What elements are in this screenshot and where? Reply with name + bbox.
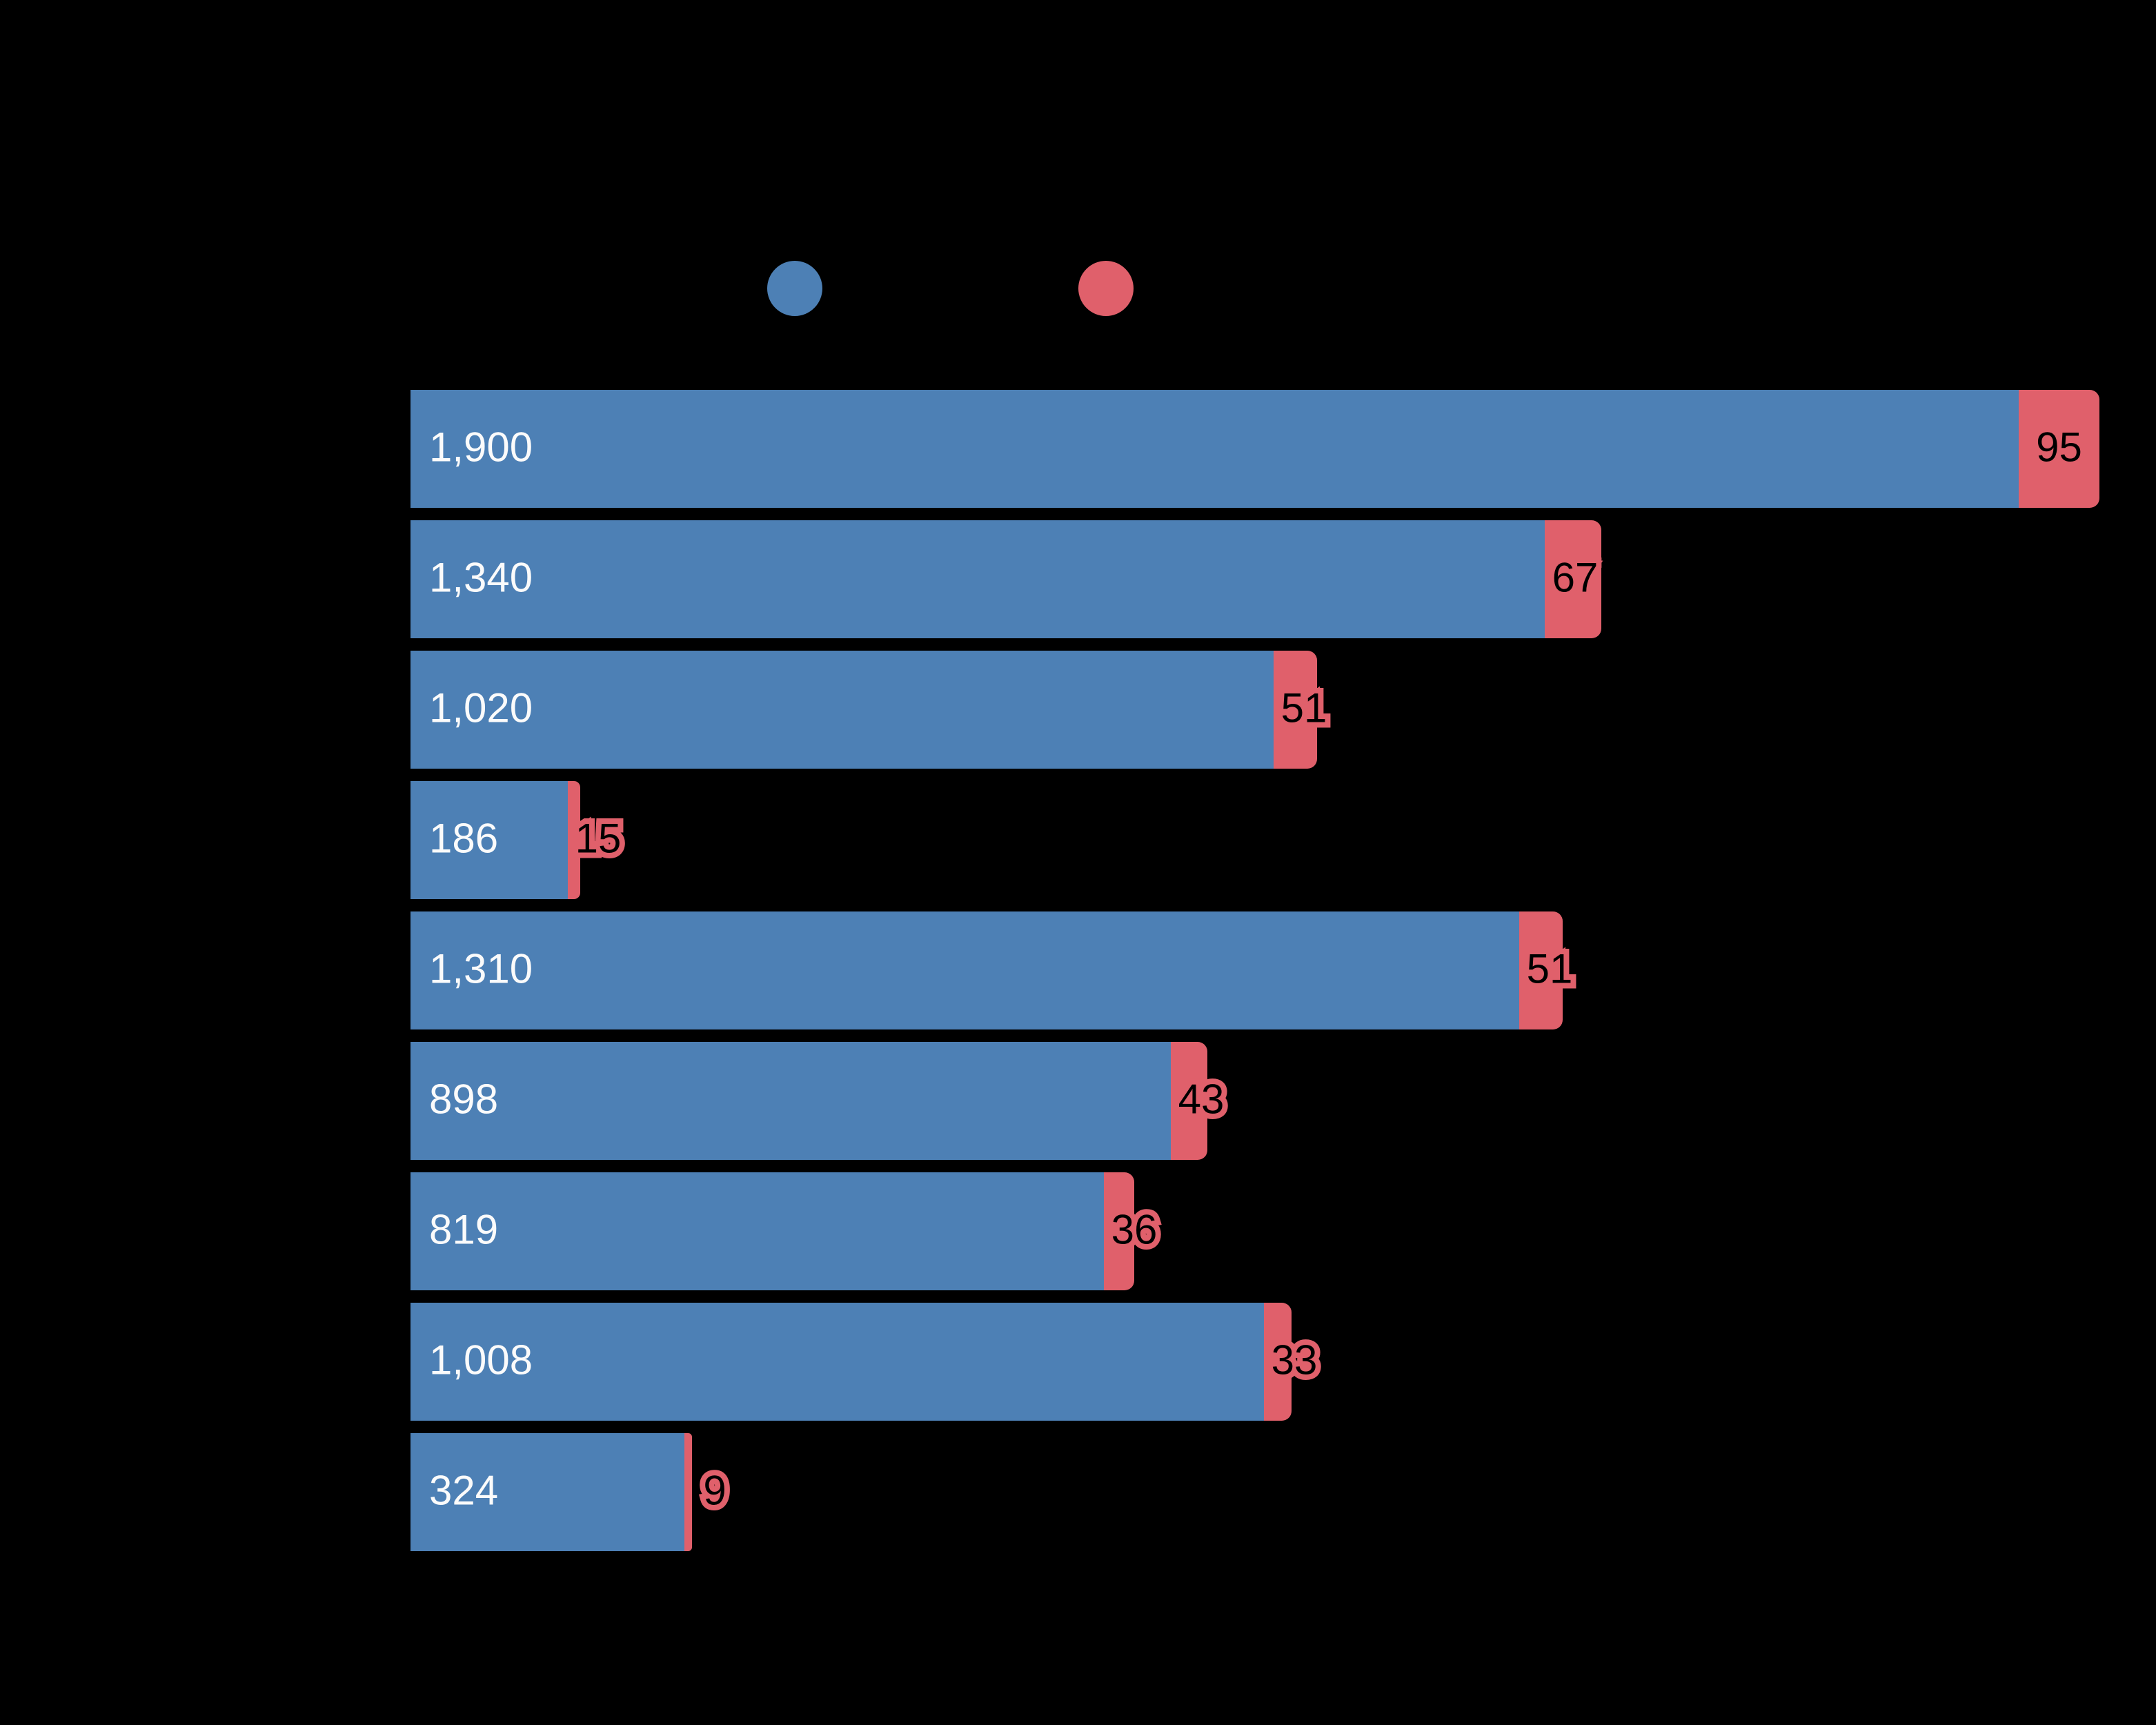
legend-swatch-primary	[767, 261, 822, 316]
bar-secondary-segment	[568, 781, 580, 899]
bar-secondary-segment	[1171, 1042, 1207, 1160]
secondary-value-label-halo: 67	[1547, 551, 1604, 604]
secondary-value-label-halo: 95	[2030, 421, 2088, 473]
secondary-value-label-halo: 33	[1266, 1334, 1323, 1386]
bar-primary-segment	[411, 1042, 1171, 1160]
bar-primary-segment	[411, 390, 2019, 508]
bar-secondary-segment	[1104, 1172, 1134, 1290]
secondary-value-label-halo: 9	[698, 1464, 732, 1517]
bar-row: 1,900 95 95	[411, 390, 2099, 508]
secondary-value-label-halo: 51	[1276, 682, 1333, 734]
secondary-value-label: 33 33	[1266, 1334, 1323, 1386]
bar-primary-segment	[411, 1303, 1264, 1421]
bar-primary-segment	[411, 1172, 1104, 1290]
bar-row: 1,340 67 67	[411, 520, 1604, 638]
secondary-value-label-text: 9	[703, 1467, 726, 1514]
secondary-value-label-text: 43	[1178, 1076, 1225, 1123]
secondary-value-label-text: 51	[1280, 684, 1327, 731]
secondary-value-label: 15 15	[570, 812, 627, 865]
secondary-value-label: 36 36	[1106, 1203, 1163, 1256]
secondary-value-label-text: 95	[2036, 424, 2082, 471]
secondary-value-label-text: 67	[1552, 554, 1599, 601]
secondary-value-label-halo: 15	[570, 812, 627, 865]
secondary-value-label-text: 33	[1271, 1337, 1318, 1383]
secondary-value-label-text: 51	[1526, 945, 1573, 992]
bar-primary-segment	[411, 520, 1545, 638]
secondary-value-label: 51 51	[1521, 943, 1579, 995]
bar-row: 1,020 51 51	[411, 651, 1332, 769]
bar-value-label: 1,310	[429, 945, 533, 992]
bar-primary-segment	[411, 911, 1519, 1029]
secondary-value-label-halo: 43	[1173, 1073, 1230, 1125]
bar-row: 898 43 43	[411, 1042, 1229, 1160]
bar-row: 1,008 33 33	[411, 1303, 1323, 1421]
bar-secondary-segment	[1519, 911, 1563, 1029]
bar-row: 324 9 9	[411, 1433, 732, 1551]
bar-value-label: 1,340	[429, 554, 533, 601]
secondary-value-label: 95 95	[2030, 421, 2088, 473]
secondary-value-label-text: 36	[1111, 1206, 1158, 1253]
bar-row: 186 15 15	[411, 781, 626, 899]
bar-value-label: 1,020	[429, 684, 533, 731]
bar-secondary-segment	[684, 1433, 692, 1551]
bar-value-label: 324	[429, 1467, 499, 1514]
bar-row: 1,310 51 51	[411, 911, 1578, 1029]
bar-value-label: 186	[429, 815, 499, 862]
bar-primary-segment	[411, 651, 1274, 769]
secondary-value-label-halo: 36	[1106, 1203, 1163, 1256]
bar-secondary-segment	[1274, 651, 1317, 769]
secondary-value-label-text: 15	[575, 815, 622, 862]
secondary-value-label: 67 67	[1547, 551, 1604, 604]
bar-primary-segment	[411, 1433, 684, 1551]
legend-swatch-secondary	[1078, 261, 1134, 316]
bar-row: 819 36 36	[411, 1172, 1163, 1290]
bar-value-label: 1,900	[429, 424, 533, 471]
bar-value-label: 898	[429, 1076, 499, 1123]
secondary-value-label: 51 51	[1276, 682, 1333, 734]
bar-value-label: 1,008	[429, 1337, 533, 1383]
bar-value-label: 819	[429, 1206, 499, 1253]
secondary-value-label: 43 43	[1173, 1073, 1230, 1125]
bar-secondary-segment	[2019, 390, 2099, 508]
bar-secondary-segment	[1545, 520, 1601, 638]
bar-secondary-segment	[1264, 1303, 1292, 1421]
bar-primary-segment	[411, 781, 568, 899]
secondary-value-label-halo: 51	[1521, 943, 1579, 995]
